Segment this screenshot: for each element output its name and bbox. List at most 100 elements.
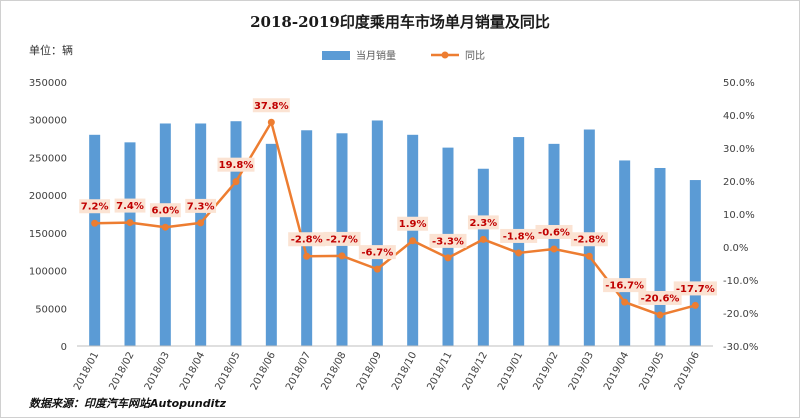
y-right-tick-label: -30.0% [723, 342, 758, 353]
data-label-background [185, 198, 217, 213]
bar [195, 123, 207, 346]
data-label-background [149, 203, 181, 218]
chart-title: 2018-2019印度乘用车市场单月销量及同比 [250, 13, 550, 31]
data-label-background [638, 290, 682, 305]
x-tick-label: 2018/11 [425, 350, 454, 392]
yoy-data-label: -0.6% [535, 224, 573, 239]
yoy-data-label: -2.7% [323, 231, 361, 246]
x-tick-label: 2018/05 [213, 350, 242, 392]
data-label-background [288, 232, 326, 247]
data-label-background [467, 215, 499, 230]
data-label-background [397, 216, 429, 231]
data-label-background [570, 232, 608, 247]
x-tick-label: 2019/04 [602, 350, 631, 392]
y-right-tick-label: 50.0% [723, 78, 755, 89]
yoy-marker [515, 249, 523, 257]
data-label-text: 19.8% [219, 160, 254, 171]
data-label-text: 2.3% [469, 218, 497, 229]
data-label-text: 6.0% [151, 206, 179, 217]
yoy-data-label: 37.8% [252, 98, 290, 113]
yoy-data-label: 7.3% [185, 198, 217, 213]
x-tick-label: 2019/01 [496, 350, 525, 392]
legend-label-sales: 当月销量 [356, 49, 396, 62]
x-tick-label: 2018/04 [178, 350, 207, 392]
y-left-tick-label: 50000 [35, 304, 67, 315]
yoy-data-label: 7.4% [114, 198, 146, 213]
bar-series [89, 120, 701, 347]
yoy-marker [197, 219, 205, 227]
yoy-data-label: 2.3% [467, 215, 499, 230]
x-tick-label: 2018/10 [390, 350, 419, 392]
yoy-marker [550, 245, 558, 253]
bar [265, 143, 277, 346]
x-tick-label: 2019/05 [637, 350, 666, 392]
data-label-text: -2.8% [291, 235, 323, 246]
source-note: 数据来源：印度汽车网站Autopunditz [29, 397, 227, 410]
bar [689, 180, 701, 346]
yoy-marker [656, 311, 664, 319]
data-label-background [79, 199, 111, 214]
y-left-tick-label: 200000 [29, 191, 67, 202]
x-tick-label: 2018/01 [72, 350, 101, 392]
x-axis: 2018/01 2018/02 2018/03 2018/04 2018/05 2018/… [72, 350, 702, 392]
yoy-data-label: -2.8% [288, 232, 326, 247]
x-tick-label: 2018/08 [319, 350, 348, 392]
yoy-marker [585, 252, 593, 260]
y-axis-left: 0 50000 100000 150000 200000 250000 300000 3500… [29, 78, 67, 353]
y-axis-right: -30.0% -20.0% -10.0% 0.0% 10.0% 20.0% 30.0% 40.… [723, 78, 758, 353]
y-right-tick-label: 30.0% [723, 144, 755, 155]
x-tick-label: 2018/02 [107, 350, 136, 392]
legend-line-marker [441, 51, 449, 59]
yoy-marker [373, 265, 381, 273]
data-label-text: -0.6% [538, 227, 570, 238]
data-label-text: -16.7% [605, 281, 644, 292]
x-tick-label: 2019/03 [567, 350, 596, 392]
data-label-background [114, 198, 146, 213]
bar [619, 160, 631, 346]
y-right-tick-label: 10.0% [723, 210, 755, 221]
data-label-text: -2.7% [326, 234, 358, 245]
y-left-tick-label: 0 [61, 342, 67, 353]
yoy-marker [691, 301, 699, 309]
data-label-text: -6.7% [361, 248, 393, 259]
data-label-background [429, 233, 467, 248]
yoy-data-label: -16.7% [603, 278, 647, 293]
yoy-data-label: -20.6% [638, 290, 682, 305]
yoy-marker [126, 219, 134, 227]
bar [89, 134, 101, 346]
yoy-marker [479, 235, 487, 243]
legend-bar-swatch [322, 51, 350, 60]
unit-label: 单位：辆 [29, 43, 73, 57]
y-left-tick-label: 250000 [29, 153, 67, 164]
x-tick-label: 2018/07 [284, 350, 313, 392]
x-tick-label: 2019/02 [531, 350, 560, 392]
yoy-marker [91, 219, 99, 227]
data-label-background [500, 228, 538, 243]
line-series: 7.2% 7.4% 6.0% 7.3%19.8%37.8%-2.8% -2.7%-6.7… [79, 98, 717, 319]
bar [124, 142, 136, 346]
data-label-text: 37.8% [254, 101, 289, 112]
data-label-background [323, 231, 361, 246]
yoy-marker [303, 252, 311, 260]
y-right-tick-label: -20.0% [723, 309, 758, 320]
yoy-data-label: -6.7% [358, 245, 396, 260]
data-label-text: -2.8% [573, 235, 605, 246]
bar [159, 123, 171, 346]
data-label-text: -17.7% [676, 284, 715, 295]
bar [477, 168, 489, 346]
yoy-marker [232, 178, 240, 186]
y-right-tick-label: 20.0% [723, 177, 755, 188]
data-label-text: 1.9% [399, 219, 427, 230]
x-tick-label: 2018/03 [143, 350, 172, 392]
yoy-data-label: -3.3% [429, 233, 467, 248]
yoy-data-label: 7.2% [79, 199, 111, 214]
yoy-marker [409, 237, 417, 245]
x-tick-label: 2018/12 [461, 350, 490, 392]
data-label-text: 7.3% [187, 201, 215, 212]
legend-label-yoy: 同比 [465, 50, 485, 62]
data-label-background [673, 281, 717, 296]
data-label-background [252, 98, 290, 113]
y-right-tick-label: -10.0% [723, 276, 758, 287]
